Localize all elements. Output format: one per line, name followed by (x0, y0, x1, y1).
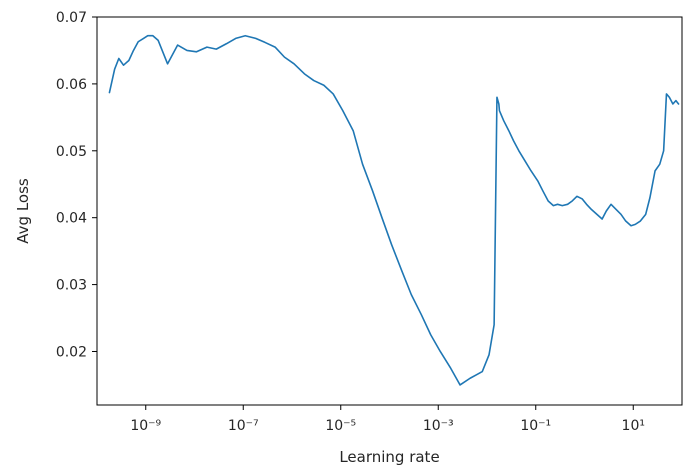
x-tick-label: 10⁻⁵ (325, 418, 356, 434)
x-tick-label: 10⁻¹ (520, 418, 551, 434)
x-tick-label: 10⁻⁷ (228, 418, 259, 434)
y-tick-label: 0.06 (56, 77, 87, 93)
plot-frame (96, 16, 683, 406)
y-tick-label: 0.07 (56, 10, 87, 26)
x-axis-label: Learning rate (339, 448, 439, 466)
plot-area (108, 34, 680, 386)
y-axis-ticks: 0.02 0.03 0.04 0.05 0.06 0.07 (56, 10, 97, 360)
y-tick-label: 0.03 (56, 278, 87, 294)
x-axis-ticks: 10⁻⁹ 10⁻⁷ 10⁻⁵ 10⁻³ 10⁻¹ 10¹ (130, 405, 645, 434)
y-tick-label: 0.02 (56, 344, 87, 360)
y-tick-label: 0.05 (56, 144, 87, 160)
series-line-0 (108, 34, 680, 386)
y-axis-label: Avg Loss (14, 178, 32, 244)
x-tick-label: 10⁻⁹ (130, 418, 161, 434)
x-tick-label: 10⁻³ (423, 418, 454, 434)
y-tick-label: 0.04 (56, 211, 87, 227)
x-tick-label: 10¹ (622, 418, 645, 434)
